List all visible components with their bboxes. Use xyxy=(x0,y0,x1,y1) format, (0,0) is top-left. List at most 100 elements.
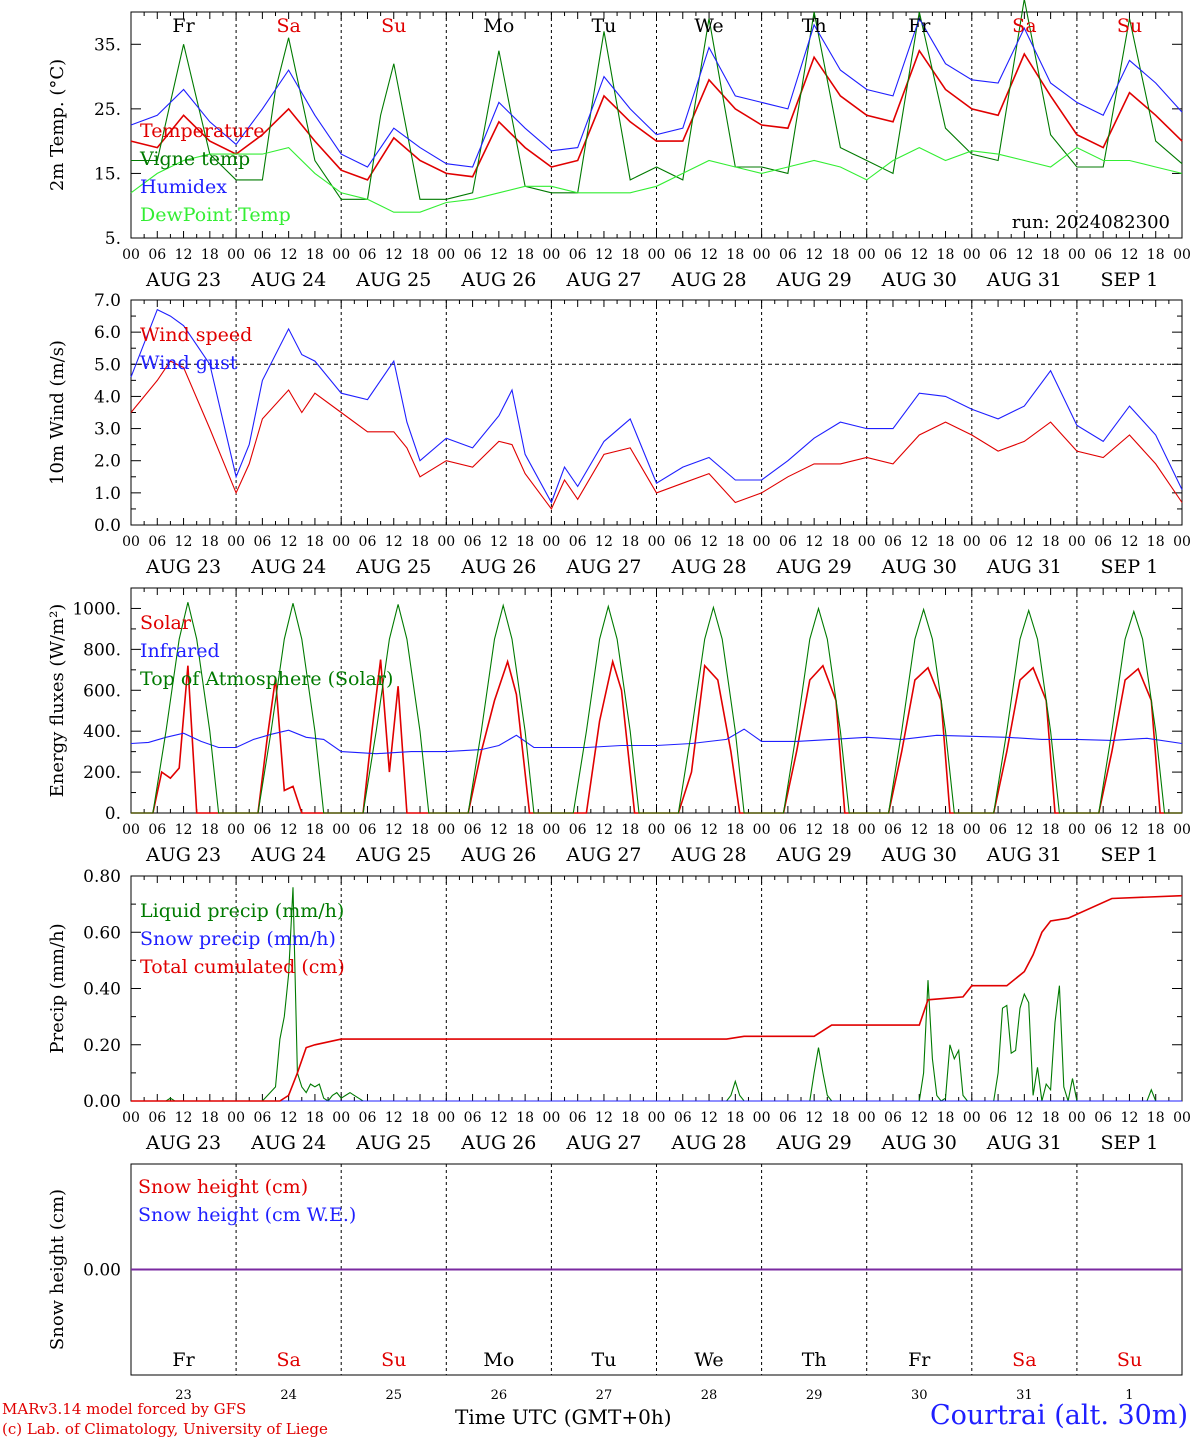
x-hour-label: 12 xyxy=(385,822,403,838)
day-name: Su xyxy=(1117,15,1142,37)
day-number: 23 xyxy=(175,1388,192,1403)
x-date-label: AUG 31 xyxy=(986,844,1062,866)
x-hour-label: 12 xyxy=(700,247,718,263)
day-number: 27 xyxy=(596,1388,613,1403)
x-hour-label: 18 xyxy=(201,822,219,838)
x-date-label: AUG 30 xyxy=(881,1132,957,1154)
x-date-label: SEP 1 xyxy=(1101,1132,1159,1154)
x-hour-label: 12 xyxy=(805,1110,823,1126)
x-hour-label: 18 xyxy=(1042,247,1060,263)
x-date-label: AUG 27 xyxy=(565,269,641,291)
x-hour-label: 06 xyxy=(884,534,902,550)
x-hour-label: 00 xyxy=(963,247,981,263)
x-hour-label: 06 xyxy=(989,247,1007,263)
x-date-label: AUG 31 xyxy=(986,556,1062,578)
legend-entry: Total cumulated (cm) xyxy=(140,956,345,978)
x-hour-label: 18 xyxy=(1042,822,1060,838)
x-date-label: AUG 25 xyxy=(355,844,431,866)
series-line xyxy=(131,602,1182,814)
day-name: Mo xyxy=(483,1349,514,1371)
y-tick-label: 2.0 xyxy=(94,452,121,472)
x-hour-label: 12 xyxy=(280,1110,298,1126)
y-tick-label: 600. xyxy=(83,681,121,701)
x-hour-label: 18 xyxy=(516,822,534,838)
x-hour-label: 06 xyxy=(253,1110,271,1126)
x-hour-label: 18 xyxy=(306,534,324,550)
x-date-label: AUG 26 xyxy=(460,1132,536,1154)
x-date-label: AUG 24 xyxy=(250,1132,326,1154)
x-hour-label: 18 xyxy=(516,1110,534,1126)
legend-entry: Wind gust xyxy=(140,352,238,374)
x-hour-label: 18 xyxy=(726,1110,744,1126)
x-hour-label: 12 xyxy=(1121,1110,1139,1126)
x-hour-label: 18 xyxy=(832,1110,850,1126)
y-axis-title: 2m Temp. (°C) xyxy=(47,59,68,191)
x-hour-label: 06 xyxy=(1094,822,1112,838)
x-hour-label: 12 xyxy=(490,822,508,838)
y-tick-label: 1000. xyxy=(72,599,121,619)
y-tick-label: 0.60 xyxy=(83,923,121,943)
x-date-label: AUG 27 xyxy=(565,1132,641,1154)
x-hour-label: 00 xyxy=(648,822,666,838)
x-hour-label: 06 xyxy=(779,247,797,263)
y-tick-label: 5. xyxy=(105,229,121,249)
x-date-label: AUG 26 xyxy=(460,556,536,578)
x-hour-label: 06 xyxy=(148,822,166,838)
y-tick-label: 0.20 xyxy=(83,1036,121,1056)
x-hour-label: 06 xyxy=(884,1110,902,1126)
x-hour-label: 12 xyxy=(280,822,298,838)
x-date-label: AUG 31 xyxy=(986,1132,1062,1154)
x-hour-label: 06 xyxy=(359,247,377,263)
day-name: Fr xyxy=(908,15,931,37)
x-hour-label: 06 xyxy=(148,247,166,263)
x-hour-label: 18 xyxy=(726,822,744,838)
x-hour-label: 12 xyxy=(280,534,298,550)
y-tick-label: 4.0 xyxy=(94,387,121,407)
x-hour-label: 18 xyxy=(411,822,429,838)
y-tick-label: 800. xyxy=(83,640,121,660)
legend-entry: Liquid precip (mm/h) xyxy=(140,900,344,922)
x-hour-label: 18 xyxy=(1042,1110,1060,1126)
x-date-label: AUG 30 xyxy=(881,844,957,866)
x-hour-label: 06 xyxy=(884,247,902,263)
series-line xyxy=(130,17,1183,168)
y-tick-label: 35. xyxy=(94,35,121,55)
x-date-label: AUG 28 xyxy=(670,1132,746,1154)
x-hour-label: 00 xyxy=(227,822,245,838)
x-date-label: AUG 24 xyxy=(250,269,326,291)
x-hour-label: 00 xyxy=(963,534,981,550)
x-hour-label: 06 xyxy=(779,822,797,838)
x-hour-label: 00 xyxy=(227,247,245,263)
x-date-label: AUG 23 xyxy=(145,844,221,866)
x-hour-label: 18 xyxy=(937,247,955,263)
x-date-label: AUG 27 xyxy=(565,844,641,866)
x-hour-label: 12 xyxy=(805,534,823,550)
x-hour-label: 00 xyxy=(542,247,560,263)
x-hour-label: 00 xyxy=(648,1110,666,1126)
x-hour-label: 12 xyxy=(175,534,193,550)
x-hour-label: 00 xyxy=(122,534,140,550)
x-hour-label: 18 xyxy=(1147,822,1165,838)
x-date-label: AUG 24 xyxy=(250,844,326,866)
x-hour-label: 06 xyxy=(569,534,587,550)
x-hour-label: 18 xyxy=(306,1110,324,1126)
x-hour-label: 00 xyxy=(858,1110,876,1126)
series-line xyxy=(131,658,1182,814)
x-hour-label: 06 xyxy=(989,822,1007,838)
x-date-label: AUG 26 xyxy=(460,844,536,866)
x-hour-label: 18 xyxy=(1042,534,1060,550)
day-name: Tu xyxy=(591,1349,616,1371)
x-hour-label: 00 xyxy=(437,534,455,550)
x-hour-label: 06 xyxy=(359,534,377,550)
x-hour-label: 00 xyxy=(858,822,876,838)
x-hour-label: 06 xyxy=(464,1110,482,1126)
x-hour-label: 00 xyxy=(1173,247,1191,263)
x-hour-label: 00 xyxy=(437,822,455,838)
x-hour-label: 18 xyxy=(201,534,219,550)
x-date-label: AUG 23 xyxy=(145,269,221,291)
x-hour-label: 00 xyxy=(858,534,876,550)
x-date-label: AUG 23 xyxy=(145,556,221,578)
day-number: 28 xyxy=(701,1388,718,1403)
day-name: Sa xyxy=(276,1349,300,1371)
x-hour-label: 18 xyxy=(937,534,955,550)
